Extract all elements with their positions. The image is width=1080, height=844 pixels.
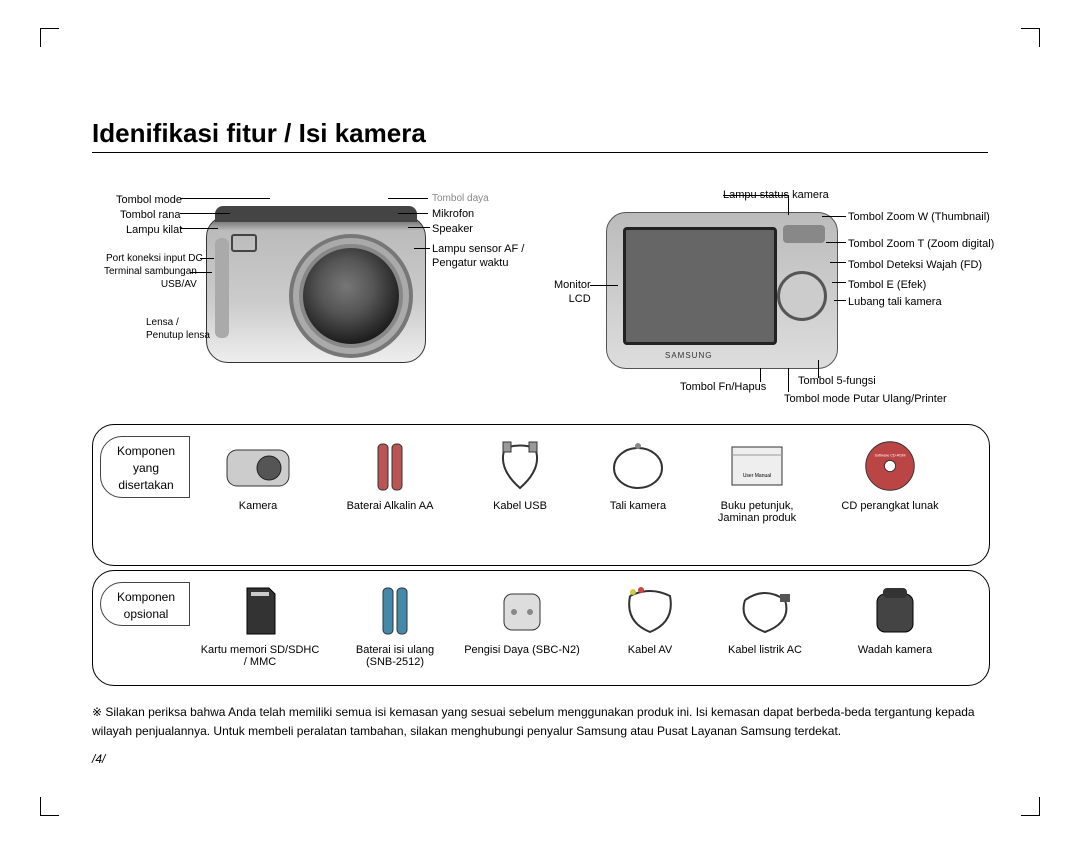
leader	[388, 198, 428, 199]
svg-text:Software CD-ROM: Software CD-ROM	[875, 454, 906, 458]
crop-mark	[40, 28, 59, 47]
label-monitor: Monitor LCD	[554, 278, 591, 307]
label-efek: Tombol E (Efek)	[848, 278, 926, 292]
item-label: CD perangkat lunak	[830, 500, 950, 512]
leader	[822, 216, 846, 217]
label-putar: Tombol mode Putar Ulang/Printer	[784, 392, 947, 406]
cd-icon: Software CD-ROM	[855, 438, 925, 494]
crop-mark	[40, 797, 59, 816]
strap-icon	[603, 438, 673, 494]
case-icon	[860, 582, 930, 638]
pill-optional: Komponen opsional	[100, 582, 190, 626]
item-ac: Kabel listrik AC	[710, 582, 820, 656]
leader	[830, 262, 846, 263]
label-t5: Tombol 5-fungsi	[798, 374, 876, 388]
page-title: Idenifikasi fitur / Isi kamera	[92, 118, 426, 149]
battery-icon	[360, 582, 430, 638]
leader	[826, 242, 846, 243]
label-status: Lampu status kamera	[723, 188, 829, 202]
label-sensor: Lampu sensor AF / Pengatur waktu	[432, 242, 524, 271]
item-cd: Software CD-ROM CD perangkat lunak	[830, 438, 950, 512]
item-label: Baterai isi ulang (SNB-2512)	[340, 644, 450, 668]
item-label: Buku petunjuk, Jaminan produk	[702, 500, 812, 524]
page-number: /4/	[92, 752, 105, 766]
item-wadah: Wadah kamera	[840, 582, 950, 656]
label-mikrofon: Mikrofon	[432, 207, 474, 221]
item-batt2: Baterai isi ulang (SNB-2512)	[340, 582, 450, 668]
av-cable-icon	[615, 582, 685, 638]
title-rule	[92, 152, 988, 153]
item-label: Kabel AV	[600, 644, 700, 656]
item-label: Kamera	[208, 500, 308, 512]
battery-icon	[355, 438, 425, 494]
item-baterai: Baterai Alkalin AA	[340, 438, 440, 512]
label-lensa: Lensa / Penutup lensa	[146, 316, 210, 342]
sd-card-icon	[225, 582, 295, 638]
item-av: Kabel AV	[600, 582, 700, 656]
item-label: Pengisi Daya (SBC-N2)	[462, 644, 582, 656]
pill-included: Komponen yang disertakan	[100, 436, 190, 498]
label-terminal: Terminal sambungan USB/AV	[104, 265, 197, 291]
crop-mark	[1021, 28, 1040, 47]
usb-cable-icon	[485, 438, 555, 494]
label-zoomt: Tombol Zoom T (Zoom digital)	[848, 237, 994, 251]
label-fn: Tombol Fn/Hapus	[680, 380, 766, 394]
brand-text: SAMSUNG	[665, 351, 712, 360]
leader	[408, 227, 430, 228]
item-usb: Kabel USB	[470, 438, 570, 512]
label-speaker: Speaker	[432, 222, 473, 236]
item-label: Kabel listrik AC	[710, 644, 820, 656]
leader	[180, 213, 230, 214]
svg-text:User Manual: User Manual	[743, 473, 771, 479]
leader	[180, 228, 218, 229]
label-daya: Tombol daya	[432, 192, 489, 205]
label-dc: Port koneksi input DC	[106, 252, 203, 265]
leader	[834, 300, 846, 301]
label-zoomw: Tombol Zoom W (Thumbnail)	[848, 210, 990, 224]
item-label: Tali kamera	[588, 500, 688, 512]
item-label: Kartu memori SD/SDHC / MMC	[200, 644, 320, 668]
item-label: Wadah kamera	[840, 644, 950, 656]
leader	[180, 198, 270, 199]
charger-icon	[487, 582, 557, 638]
leader	[788, 368, 789, 392]
item-label: Kabel USB	[470, 500, 570, 512]
leader	[590, 285, 618, 286]
label-tali: Lubang tali kamera	[848, 295, 942, 309]
label-rana: Tombol rana	[120, 208, 181, 222]
item-charger: Pengisi Daya (SBC-N2)	[462, 582, 582, 656]
manual-icon: User Manual	[722, 438, 792, 494]
camera-front-illustration	[206, 215, 426, 363]
label-kilat: Lampu kilat	[126, 223, 182, 237]
label-mode: Tombol mode	[116, 193, 182, 207]
leader	[832, 282, 846, 283]
leader	[398, 213, 428, 214]
camera-icon	[223, 438, 293, 494]
label-fd: Tombol Deteksi Wajah (FD)	[848, 258, 982, 272]
leader	[414, 248, 430, 249]
item-sd: Kartu memori SD/SDHC / MMC	[200, 582, 320, 668]
item-buku: User Manual Buku petunjuk, Jaminan produ…	[702, 438, 812, 524]
footnote: ※ Silakan periksa bahwa Anda telah memil…	[92, 703, 988, 741]
camera-back-illustration: SAMSUNG	[606, 212, 838, 369]
item-kamera: Kamera	[208, 438, 308, 512]
ac-cord-icon	[730, 582, 800, 638]
item-tali: Tali kamera	[588, 438, 688, 512]
item-label: Baterai Alkalin AA	[340, 500, 440, 512]
crop-mark	[1021, 797, 1040, 816]
